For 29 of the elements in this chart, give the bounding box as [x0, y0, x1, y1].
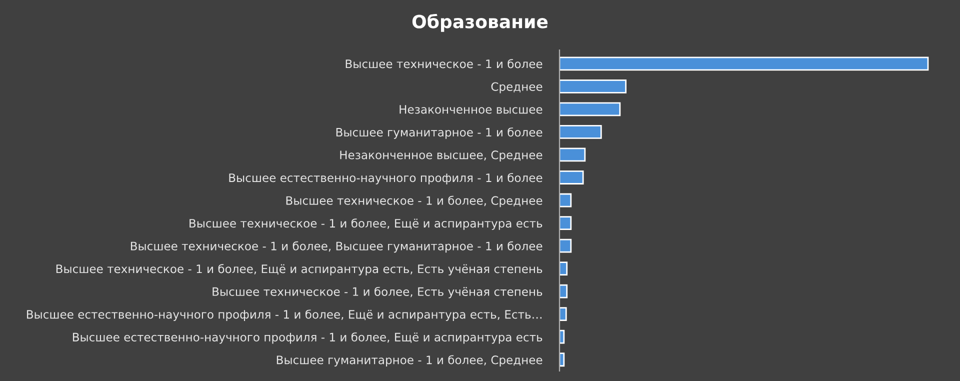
- bar: [560, 102, 621, 116]
- y-tick-label: Высшее техническое - 1 и более: [346, 59, 542, 68]
- bar: [560, 352, 565, 367]
- chart-title: Образование: [412, 14, 548, 32]
- bar: [560, 307, 567, 322]
- bar: [560, 262, 568, 276]
- y-tick-label: Высшее техническое - 1 и более, Есть учёная степень: [212, 286, 542, 298]
- y-tick-label: Незаконченное высшее: [400, 105, 542, 114]
- y-tick-label: Высшее естественно-научного профиля - 1 и более, Ещё и аспирантура есть, Есть…: [26, 310, 542, 321]
- y-tick-label: Незаконченное высшее, Среднее: [340, 150, 542, 162]
- bar: [560, 284, 568, 298]
- y-tick-label: Высшее гуманитарное - 1 и более: [336, 127, 542, 139]
- y-tick-label: Высшее естественно-научного профиля - 1 и более: [229, 173, 542, 184]
- y-tick-label: Высшее естественно-научного профиля - 1 и более, Ещё и аспирантура есть: [72, 332, 542, 344]
- bar: [560, 330, 565, 344]
- y-tick-label: Высшее техническое - 1 и более, Ещё и аспирантура есть, Есть учёная степень: [56, 264, 542, 276]
- bar: [560, 56, 929, 71]
- y-tick-label: Высшее техническое - 1 и более, Высшее гуманитарное - 1 и более: [130, 241, 542, 253]
- y-tick-label: Высшее техническое - 1 и более, Среднее: [286, 196, 542, 208]
- bar: [560, 193, 572, 208]
- bar: [560, 125, 602, 139]
- bar: [560, 79, 627, 94]
- bar: [560, 238, 572, 253]
- bar: [560, 148, 586, 162]
- y-tick-label: Среднее: [491, 82, 542, 94]
- bar: [560, 216, 572, 230]
- y-tick-label: Высшее гуманитарное - 1 и более, Среднее: [276, 355, 542, 366]
- y-tick-label: Высшее техническое - 1 и более, Ещё и аспирантура есть: [190, 218, 542, 230]
- bar: [560, 170, 584, 184]
